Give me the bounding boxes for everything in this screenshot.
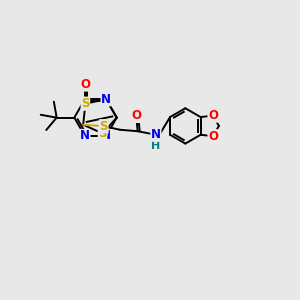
Text: O: O bbox=[208, 109, 218, 122]
Text: O: O bbox=[208, 130, 218, 143]
Text: O: O bbox=[131, 110, 141, 122]
Text: O: O bbox=[80, 78, 90, 91]
Text: N: N bbox=[80, 130, 90, 142]
Text: N: N bbox=[101, 93, 111, 106]
Text: N: N bbox=[151, 128, 161, 141]
Text: H: H bbox=[151, 141, 160, 151]
Text: S: S bbox=[81, 97, 90, 110]
Text: S: S bbox=[98, 127, 107, 140]
Text: S: S bbox=[100, 120, 108, 133]
Text: N: N bbox=[101, 130, 111, 142]
